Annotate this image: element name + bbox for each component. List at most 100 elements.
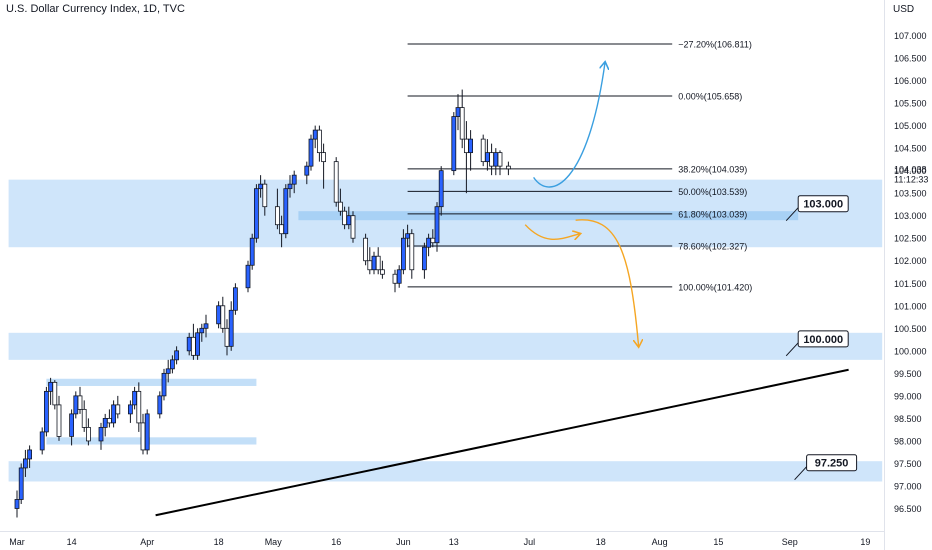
callout-box (806, 454, 858, 472)
candle-body (367, 260, 373, 271)
candle-body (304, 165, 310, 176)
candle-body (316, 129, 322, 154)
candle-body (333, 161, 339, 203)
candle-body (409, 233, 415, 271)
candle-body (52, 381, 58, 406)
price-tick-label: 100.500 (894, 324, 927, 334)
candle-body (262, 183, 268, 208)
fibonacci-retracement[interactable]: −27.20%(106.811) 0.00%(105.658) 38.20%(104… (407, 40, 753, 293)
candle-body (438, 170, 444, 208)
candle-body (228, 309, 234, 347)
price-tick-label: 99.500 (894, 369, 922, 379)
time-tick-label: 16 (331, 537, 341, 547)
price-tick-label: 105.500 (894, 99, 927, 109)
scenario-arrow (575, 219, 639, 347)
fib-level-label: 100.00%(101.420) (678, 282, 752, 292)
candle-body (216, 305, 222, 325)
candle-body (321, 152, 327, 163)
candle-body (274, 206, 280, 226)
candle-body (350, 215, 356, 239)
candle-body (426, 237, 432, 248)
support-resistance-zones (8, 179, 883, 482)
time-tick-label: Jun (396, 537, 411, 547)
candle-body (308, 138, 314, 167)
candle-body (484, 152, 490, 163)
candle-body (363, 237, 369, 262)
candle-body (455, 107, 461, 117)
candle-body (165, 368, 171, 374)
candle-body (140, 422, 146, 451)
candle-body (81, 408, 87, 428)
candle-body (337, 201, 343, 212)
price-tick-label: 106.500 (894, 54, 927, 64)
time-tick-label: May (265, 537, 283, 547)
candle-body (102, 417, 108, 428)
callout-pointer (785, 207, 799, 222)
time-tick-label: 14 (67, 537, 77, 547)
fib-level-label: 38.20%(104.039) (678, 164, 747, 174)
candle-body (115, 404, 121, 415)
candle-body (127, 404, 133, 415)
price-zone (8, 332, 883, 360)
candle-body (405, 233, 411, 239)
candles (14, 89, 511, 518)
candle-body (107, 417, 112, 424)
candle-body (203, 323, 209, 329)
price-tick-label: 102.500 (894, 234, 927, 244)
candle-body (199, 327, 205, 334)
candle-body (342, 210, 348, 226)
candle-body (44, 390, 49, 433)
price-tick-label: 106.000 (894, 76, 927, 86)
time-tick-label: Sep (782, 537, 798, 547)
scenario-arrow (533, 63, 605, 188)
candle-body (258, 183, 264, 190)
callout-pointer (794, 466, 807, 481)
callout-label: 97.250 (815, 458, 849, 470)
time-axis[interactable]: Mar 14 Apr 18 May 16 Jun 13 Jul 18 Aug 15 Sep 19 (0, 531, 884, 548)
candle-body (392, 273, 398, 284)
candle-body (224, 327, 230, 347)
candle-body (98, 427, 104, 442)
fib-level-label: −27.20%(106.811) (678, 40, 752, 50)
time-tick-label: 13 (449, 537, 459, 547)
callout-box (797, 330, 849, 348)
candle-body (186, 336, 192, 352)
candle-body (283, 188, 289, 235)
candle-body (379, 269, 385, 275)
price-zone (8, 461, 883, 482)
callout-label: 103.000 (803, 199, 843, 211)
candle-body (157, 395, 163, 415)
candle-body (459, 107, 465, 140)
current-price-label: 104.038 (894, 164, 927, 174)
candle-body (132, 390, 138, 406)
time-tick-label: 19 (860, 537, 870, 547)
price-axis[interactable]: 96.500 97.000 97.500 98.000 98.500 99.000 99.5… (884, 0, 929, 550)
chart-title: U.S. Dollar Currency Index, 1D, TVC (6, 3, 185, 15)
price-tick-label: 103.000 (894, 211, 927, 221)
bar-countdown-label: 11:12:33 (894, 174, 928, 184)
price-zone (298, 211, 799, 221)
candle-body (195, 332, 201, 356)
candle-body (56, 404, 62, 437)
price-tick-label: 96.500 (894, 504, 922, 514)
candle-body (451, 116, 457, 172)
price-tick-label: 102.000 (894, 256, 927, 266)
candle-body (174, 350, 180, 361)
time-tick-label: Apr (140, 537, 154, 547)
candle-body (144, 413, 150, 451)
candle-body (279, 224, 285, 235)
price-tick-label: 104.500 (894, 144, 927, 154)
candle-body (245, 264, 251, 289)
candle-body (111, 404, 116, 424)
candle-body (463, 138, 469, 154)
price-tick-label: 98.500 (894, 414, 922, 424)
candle-body (371, 255, 377, 271)
price-zone (46, 378, 257, 386)
callout-label: 100.000 (803, 334, 843, 346)
candle-body (468, 138, 474, 154)
price-tick-label: 100.000 (894, 346, 927, 356)
candle-body (497, 152, 503, 167)
candle-body (375, 255, 381, 271)
price-callouts: 103.000 100.000 97.250 (785, 195, 858, 481)
